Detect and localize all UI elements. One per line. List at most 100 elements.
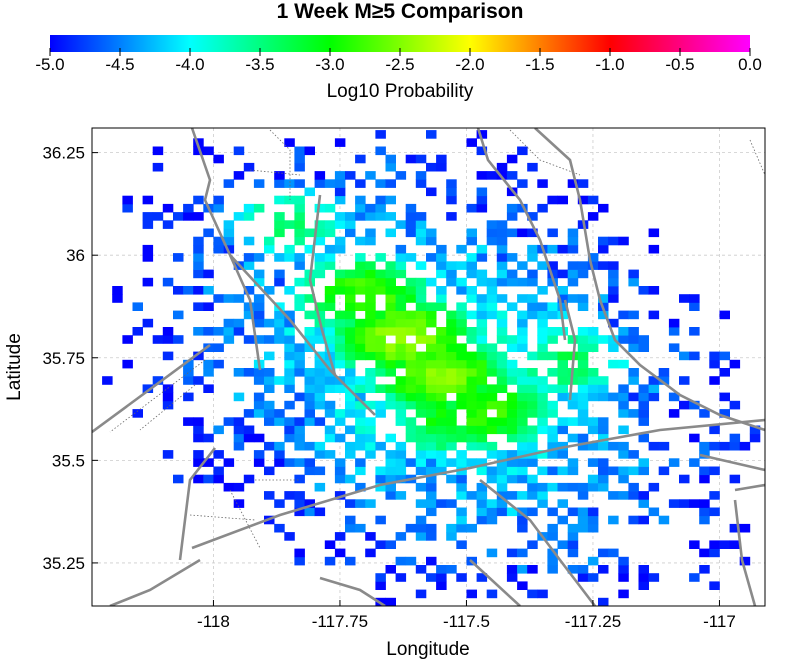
heatmap-cell [587,458,599,467]
heatmap-cell [476,359,488,369]
heatmap-cell [415,236,427,246]
heatmap-cell [608,466,619,476]
heatmap-cell [567,523,579,533]
heatmap-cell [496,335,508,344]
heatmap-cell [426,532,437,541]
heatmap-cell [294,351,305,361]
heatmap-cell [426,187,437,197]
heatmap-cell [385,302,396,311]
heatmap-cell [294,236,305,246]
heatmap-cell [689,327,700,336]
heatmap-cell [517,565,528,574]
heatmap-cell [193,458,204,467]
heatmap-cell [314,261,326,270]
heatmap-cell [284,491,295,500]
heatmap-cell [537,318,548,328]
heatmap-cell [294,441,305,451]
heatmap-cell [253,450,265,459]
heatmap-cell [628,269,639,279]
heatmap-cell [264,466,275,476]
heatmap-cell [527,294,538,303]
heatmap-cell [243,162,255,172]
heatmap-cell [668,458,680,467]
heatmap-cell [274,220,285,229]
heatmap-cell [304,310,315,320]
heatmap-cell [587,507,599,517]
heatmap-cell [304,441,315,451]
heatmap-cell [314,482,326,492]
heatmap-cell [334,458,346,467]
heatmap-cell [426,499,437,508]
heatmap-cell [476,343,488,352]
heatmap-cell [466,203,477,213]
heatmap-cell [132,302,143,311]
heatmap-cell [577,400,589,410]
heatmap-cell [284,244,295,254]
heatmap-cell [193,417,204,426]
heatmap-cell [537,203,548,213]
heatmap-cell [294,261,305,270]
heatmap-cell [709,359,720,369]
heatmap-cell [345,523,356,533]
heatmap-cell [527,565,538,574]
colorbar: -5.0 -4.5 -4.0 -3.5 -3.0 -2.5 -2.0 -1.5 -1.0 -0.5… [35,35,762,102]
heatmap-cell [284,343,295,352]
heatmap-cell [598,244,609,254]
heatmap-cell [658,515,670,525]
heatmap-cell [324,409,336,418]
heatmap-cell [345,343,356,352]
heatmap-cell [436,335,447,344]
heatmap-cell [689,351,700,361]
heatmap-cell [486,286,498,295]
heatmap-cell [466,228,477,238]
heatmap-cell [284,359,295,369]
heatmap-cells [102,130,761,606]
heatmap-cell [527,212,538,221]
heatmap-cell [274,318,285,328]
heatmap-cell [506,203,518,213]
heatmap-cell [506,565,518,574]
heatmap-cell [395,573,407,582]
heatmap-cell [253,302,265,311]
heatmap-cell [668,343,680,352]
colorbar-tick-label: -3.5 [245,55,274,74]
heatmap-cell [203,384,214,393]
heatmap-cell [274,409,285,418]
heatmap-cell [284,335,295,344]
heatmap-cell [355,482,366,492]
heatmap-cell [486,236,498,246]
heatmap-cell [355,384,366,393]
y-tick-label: 35.75 [42,349,85,368]
heatmap-cell [162,400,174,410]
heatmap-cell [233,171,245,180]
heatmap-cell [506,253,518,262]
heatmap-cell [385,450,396,459]
heatmap-cell [537,376,548,385]
heatmap-cell [517,441,528,451]
heatmap-cell [648,244,660,254]
heatmap-cell [567,376,579,385]
heatmap-cell [223,318,235,328]
heatmap-cell [173,310,184,320]
heatmap-cell [648,376,660,385]
heatmap-cell [405,310,417,320]
heatmap-cell [426,335,437,344]
heatmap-cell [527,491,538,500]
heatmap-cell [436,261,447,270]
heatmap-cell [517,228,528,238]
heatmap-cell [152,146,164,156]
heatmap-cell [415,450,427,459]
heatmap-cell [608,269,619,279]
heatmap-cell [496,277,508,287]
heatmap-cell [345,499,356,508]
heatmap-cell [385,540,396,549]
heatmap-cell [385,474,396,484]
heatmap-cell [446,310,457,320]
heatmap-cell [415,425,427,435]
heatmap-cell [223,228,235,238]
heatmap-cell [547,277,558,287]
heatmap-cell [395,400,407,410]
heatmap-cell [345,269,356,279]
heatmap-cell [314,171,326,180]
heatmap-cell [476,417,488,426]
